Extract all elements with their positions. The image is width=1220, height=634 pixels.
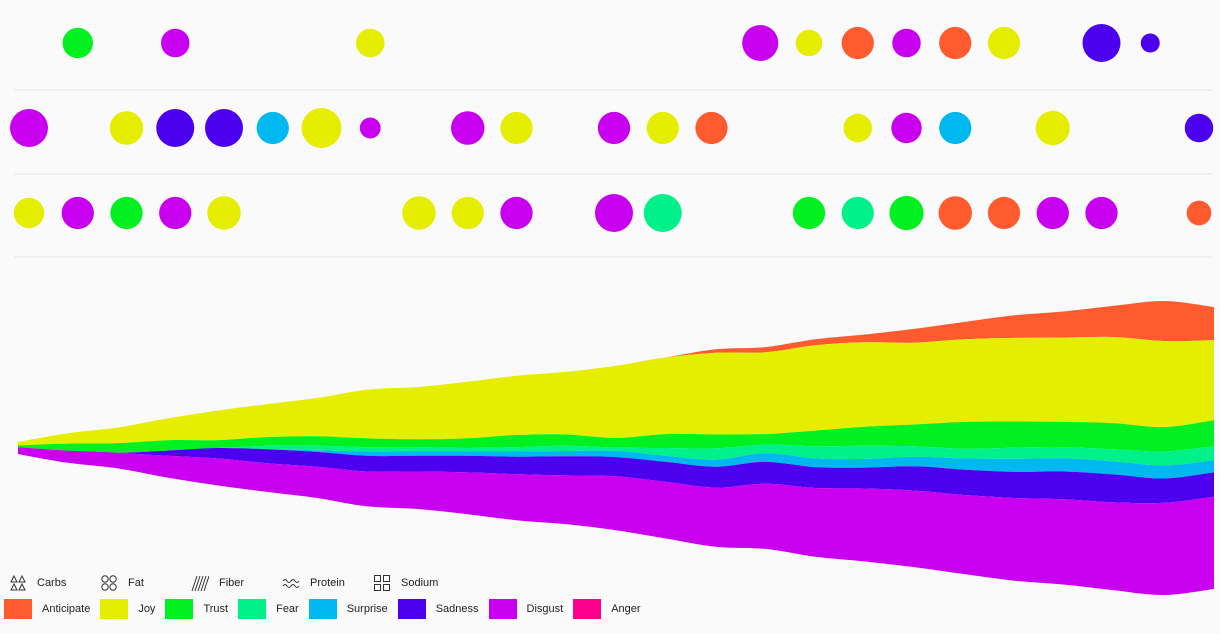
dot-anticipate[interactable] bbox=[987, 196, 1021, 230]
legend-item-anger[interactable]: Anger bbox=[573, 599, 641, 619]
dot-trust[interactable] bbox=[110, 196, 143, 230]
legend-label: Protein bbox=[310, 577, 345, 589]
dot-disgust[interactable] bbox=[1036, 196, 1069, 230]
legend-item-surprise[interactable]: Surprise bbox=[308, 599, 388, 619]
legend-item-anticipate[interactable]: Anticipate bbox=[4, 599, 90, 619]
stream-sadness[interactable] bbox=[18, 447, 1214, 504]
dot-disgust[interactable] bbox=[1085, 196, 1118, 230]
legend-swatch bbox=[4, 599, 32, 619]
legend-label: Disgust bbox=[526, 603, 564, 615]
legend: Carbs Fat Fiber bbox=[0, 570, 700, 622]
dot-joy[interactable] bbox=[646, 111, 679, 145]
hatch-icon bbox=[191, 575, 209, 592]
stream-trust[interactable] bbox=[18, 420, 1214, 453]
emotion-legend: Anticipate Joy Trust Fear Surprise Sadne… bbox=[0, 596, 700, 622]
dot-joy[interactable] bbox=[451, 196, 484, 230]
dot-rows bbox=[10, 24, 1214, 232]
dot-disgust[interactable] bbox=[891, 112, 922, 144]
legend-label: Anger bbox=[611, 603, 641, 615]
dot-joy[interactable] bbox=[356, 28, 385, 58]
dot-disgust[interactable] bbox=[742, 24, 779, 62]
dot-joy[interactable] bbox=[402, 196, 436, 230]
dot-disgust[interactable] bbox=[597, 111, 631, 145]
circles-icon bbox=[101, 575, 117, 591]
legend-item-protein[interactable]: Protein bbox=[273, 574, 353, 592]
dot-disgust[interactable] bbox=[61, 196, 94, 230]
dot-trust[interactable] bbox=[62, 27, 93, 59]
legend-swatch bbox=[100, 599, 129, 619]
dot-fear[interactable] bbox=[643, 194, 682, 232]
legend-label: Fat bbox=[128, 577, 144, 589]
legend-item-sodium[interactable]: Sodium bbox=[364, 574, 444, 592]
dot-joy[interactable] bbox=[500, 111, 533, 145]
streamgraph bbox=[18, 300, 1214, 596]
legend-label: Carbs bbox=[37, 577, 67, 589]
legend-item-fat[interactable]: Fat bbox=[91, 574, 171, 592]
dot-disgust[interactable] bbox=[161, 28, 190, 58]
dot-disgust[interactable] bbox=[159, 196, 192, 230]
dot-sadness[interactable] bbox=[205, 109, 243, 147]
legend-label: Fiber bbox=[219, 577, 245, 589]
stream-disgust[interactable] bbox=[18, 447, 1214, 596]
dot-disgust[interactable] bbox=[10, 109, 48, 147]
dot-anticipate[interactable] bbox=[1186, 200, 1212, 226]
dot-sadness[interactable] bbox=[1140, 33, 1160, 53]
dot-surprise[interactable] bbox=[256, 111, 289, 145]
squares-icon bbox=[374, 575, 390, 591]
dot-joy[interactable] bbox=[843, 113, 873, 143]
legend-label: Surprise bbox=[346, 603, 388, 615]
dot-joy[interactable] bbox=[795, 29, 823, 57]
legend-label: Joy bbox=[138, 603, 156, 615]
stream-joy[interactable] bbox=[18, 336, 1214, 446]
legend-swatch bbox=[397, 599, 426, 619]
dot-disgust[interactable] bbox=[892, 28, 921, 58]
dot-anticipate[interactable] bbox=[939, 26, 972, 60]
dot-joy[interactable] bbox=[301, 108, 342, 148]
dot-surprise[interactable] bbox=[939, 111, 972, 145]
legend-swatch bbox=[165, 599, 194, 619]
legend-label: Anticipate bbox=[42, 603, 91, 615]
dot-sadness[interactable] bbox=[156, 109, 195, 147]
legend-swatch bbox=[573, 599, 602, 619]
dot-joy[interactable] bbox=[207, 196, 241, 230]
dot-disgust[interactable] bbox=[359, 117, 381, 139]
stream-surprise[interactable] bbox=[18, 447, 1214, 479]
legend-swatch bbox=[488, 599, 517, 619]
dot-anticipate[interactable] bbox=[938, 196, 972, 230]
dot-trust[interactable] bbox=[889, 195, 924, 231]
legend-swatch bbox=[238, 599, 267, 619]
stream-anticipate[interactable] bbox=[18, 300, 1214, 442]
legend-item-sadness[interactable]: Sadness bbox=[397, 599, 479, 619]
triangles-icon bbox=[10, 574, 26, 591]
dot-disgust[interactable] bbox=[500, 196, 533, 230]
legend-label: Sodium bbox=[401, 577, 439, 589]
dot-sadness[interactable] bbox=[1082, 24, 1121, 62]
dot-sadness[interactable] bbox=[1184, 113, 1214, 143]
legend-swatch bbox=[308, 599, 337, 619]
nutrient-legend: Carbs Fat Fiber bbox=[0, 570, 700, 596]
dot-trust[interactable] bbox=[792, 196, 826, 230]
legend-item-disgust[interactable]: Disgust bbox=[488, 599, 564, 619]
legend-label: Trust bbox=[203, 603, 229, 615]
dot-joy[interactable] bbox=[987, 26, 1021, 60]
legend-label: Sadness bbox=[435, 603, 479, 615]
dot-fear[interactable] bbox=[841, 196, 874, 230]
dot-joy[interactable] bbox=[1035, 110, 1070, 146]
dot-disgust[interactable] bbox=[451, 111, 485, 145]
dot-anticipate[interactable] bbox=[695, 111, 728, 145]
legend-item-carbs[interactable]: Carbs bbox=[0, 574, 80, 592]
legend-item-fear[interactable]: Fear bbox=[238, 599, 299, 619]
stream-fear[interactable] bbox=[18, 444, 1214, 466]
waves-icon bbox=[282, 579, 300, 588]
legend-item-joy[interactable]: Joy bbox=[100, 599, 155, 619]
legend-item-fiber[interactable]: Fiber bbox=[182, 574, 262, 592]
dot-joy[interactable] bbox=[13, 197, 45, 229]
legend-label: Fear bbox=[276, 603, 299, 615]
dot-disgust[interactable] bbox=[595, 194, 633, 232]
legend-item-trust[interactable]: Trust bbox=[165, 599, 228, 619]
row-dividers bbox=[14, 89, 1212, 258]
dot-joy[interactable] bbox=[109, 111, 144, 145]
dot-anticipate[interactable] bbox=[841, 26, 874, 60]
